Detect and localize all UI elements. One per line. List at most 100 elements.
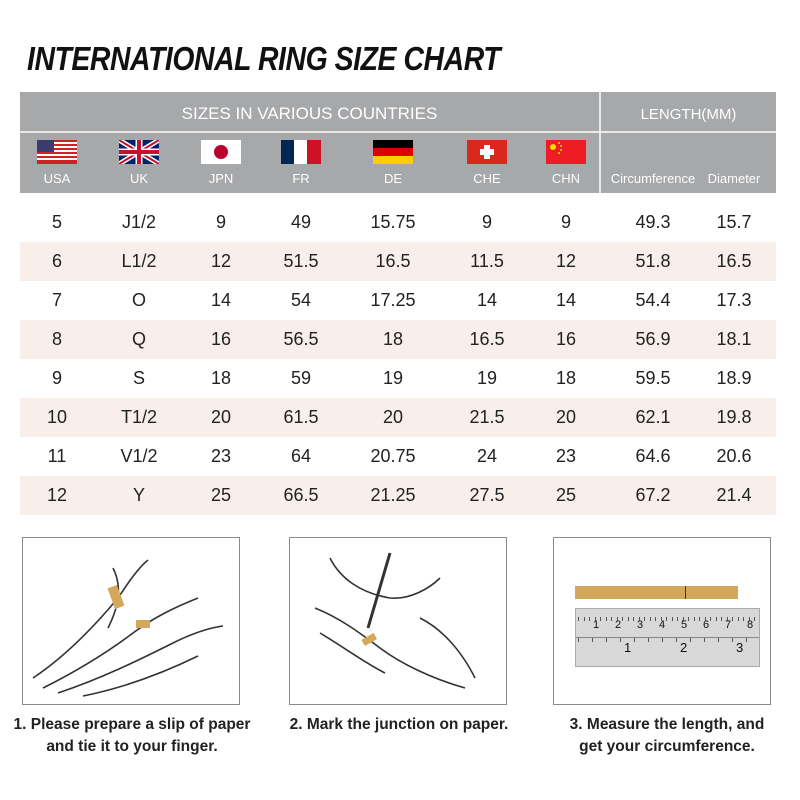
table-cell: 16.5 bbox=[716, 251, 752, 271]
japan-flag-icon bbox=[201, 140, 241, 169]
table-cell: 62.1 bbox=[635, 407, 671, 427]
ruler-tick bbox=[754, 617, 755, 621]
header-divider-vertical bbox=[599, 92, 601, 193]
table-cell: O bbox=[131, 290, 146, 310]
table-cell: 18.1 bbox=[716, 329, 752, 349]
table-cell: 15.7 bbox=[716, 212, 752, 232]
ruler-tick bbox=[704, 617, 706, 621]
ruler-number: 2 bbox=[680, 640, 688, 655]
table-cell: 20.75 bbox=[370, 446, 416, 466]
table-cell: 23 bbox=[210, 446, 232, 466]
step2-illustration bbox=[289, 537, 507, 705]
table-cell: 18 bbox=[382, 329, 404, 349]
ruler-number: 3 bbox=[736, 640, 744, 655]
step1-caption: 1. Please prepare a slip of paper and tie… bbox=[13, 716, 251, 755]
ruler-tick bbox=[715, 617, 717, 621]
germany-flag-icon bbox=[373, 140, 413, 169]
table-cell: 16.5 bbox=[469, 329, 505, 349]
table-cell: 18.9 bbox=[716, 368, 752, 388]
table-cell: 9 bbox=[51, 368, 62, 388]
column-label: UK bbox=[129, 171, 149, 186]
header-divider bbox=[20, 131, 776, 133]
table-cell: 5 bbox=[51, 212, 62, 232]
table-cell: 19.8 bbox=[716, 407, 752, 427]
paper-strip bbox=[575, 586, 738, 599]
table-cell: 21.5 bbox=[469, 407, 505, 427]
ruler-number: 6 bbox=[703, 619, 710, 631]
table-row: 9 S 18 59 19 19 18 59.5 18.9 bbox=[20, 359, 776, 398]
table-cell: T1/2 bbox=[120, 407, 158, 427]
column-label: CHE bbox=[473, 171, 501, 186]
table-cell: 25 bbox=[555, 485, 577, 505]
table-cell: 67.2 bbox=[635, 485, 671, 505]
china-flag-icon bbox=[546, 140, 586, 169]
ruler-tick bbox=[677, 617, 678, 621]
table-cell: 56.9 bbox=[635, 329, 671, 349]
table-cell: 9 bbox=[215, 212, 226, 232]
table-row: 5 J1/2 9 49 15.75 9 9 49.3 15.7 bbox=[20, 203, 776, 242]
table-cell: 16 bbox=[210, 329, 232, 349]
ruler-tick bbox=[633, 617, 634, 621]
ruler-tick bbox=[726, 617, 728, 621]
ruler-tick bbox=[748, 617, 750, 621]
ruler-tick bbox=[605, 617, 607, 621]
ruler-tick bbox=[704, 638, 705, 642]
table-cell: S bbox=[132, 368, 145, 388]
table-cell: 64.6 bbox=[635, 446, 671, 466]
table-cell: 59 bbox=[290, 368, 312, 388]
ruler-number: 5 bbox=[681, 619, 688, 631]
ruler-tick bbox=[662, 638, 663, 642]
table-cell: 19 bbox=[476, 368, 498, 388]
ruler-number: 8 bbox=[747, 619, 754, 631]
ruler-tick bbox=[718, 638, 719, 642]
ruler-tick bbox=[682, 617, 684, 621]
table-cell: 51.8 bbox=[635, 251, 671, 271]
ruler-tick bbox=[589, 617, 590, 621]
column-label: DE bbox=[383, 171, 403, 186]
ruler-tick bbox=[611, 617, 612, 621]
table-cell: V1/2 bbox=[120, 446, 158, 466]
ruler-tick bbox=[732, 617, 733, 621]
table-row: 10 T1/2 20 61.5 20 21.5 20 62.1 19.8 bbox=[20, 398, 776, 437]
step1-illustration bbox=[22, 537, 240, 705]
table-cell: 49 bbox=[290, 212, 312, 232]
ruler-tick bbox=[583, 617, 585, 621]
uk-flag-icon bbox=[117, 137, 161, 169]
table-cell: J1/2 bbox=[121, 212, 157, 232]
table-cell: 21.4 bbox=[716, 485, 752, 505]
junction-mark bbox=[685, 586, 686, 599]
ruler-tick bbox=[578, 638, 579, 642]
table-cell: 56.5 bbox=[283, 329, 319, 349]
ruler-number: 2 bbox=[615, 619, 622, 631]
table-cell: 54 bbox=[290, 290, 312, 310]
table-cell: 64 bbox=[290, 446, 312, 466]
ruler-tick bbox=[660, 617, 662, 621]
ruler-number: 1 bbox=[624, 640, 632, 655]
table-cell: 18 bbox=[555, 368, 577, 388]
table-row: 11 V1/2 23 64 20.75 24 23 64.6 20.6 bbox=[20, 437, 776, 476]
table-row: 6 L1/2 12 51.5 16.5 11.5 12 51.8 16.5 bbox=[20, 242, 776, 281]
ruler-tick bbox=[743, 617, 744, 621]
ruler-tick bbox=[578, 617, 579, 621]
step3-caption: 3. Measure the length, and get your circu… bbox=[569, 716, 765, 755]
table-cell: 16 bbox=[555, 329, 577, 349]
ruler-tick bbox=[690, 638, 691, 642]
table-row: 8 Q 16 56.5 18 16.5 16 56.9 18.1 bbox=[20, 320, 776, 359]
ruler-tick bbox=[676, 638, 677, 642]
ruler-tick bbox=[699, 617, 700, 621]
table-cell: 16.5 bbox=[375, 251, 411, 271]
table-cell: L1/2 bbox=[121, 251, 157, 271]
table-cell: 20 bbox=[555, 407, 577, 427]
ruler-tick bbox=[644, 617, 645, 621]
ruler-tick bbox=[693, 617, 695, 621]
table-cell: 20.6 bbox=[716, 446, 752, 466]
table-cell: 14 bbox=[555, 290, 577, 310]
table-cell: 25 bbox=[210, 485, 232, 505]
sizes-heading: SIZES IN VARIOUS COUNTRIES bbox=[181, 104, 438, 123]
ruler-tick bbox=[616, 617, 618, 621]
table-cell: 24 bbox=[476, 446, 498, 466]
table-cell: 15.75 bbox=[370, 212, 416, 232]
table-cell: 18 bbox=[210, 368, 232, 388]
